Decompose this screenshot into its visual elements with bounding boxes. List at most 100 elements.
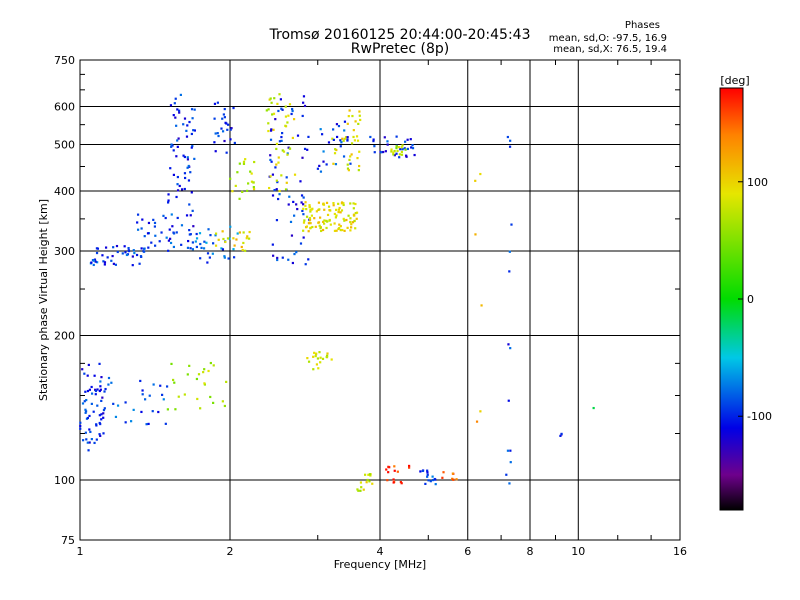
data-point xyxy=(124,401,127,404)
data-point xyxy=(100,418,103,421)
data-point xyxy=(102,260,105,263)
data-point xyxy=(238,231,241,234)
data-point xyxy=(242,160,246,163)
data-point xyxy=(174,97,177,100)
data-point xyxy=(114,415,118,419)
data-point xyxy=(281,108,284,111)
data-point xyxy=(159,384,162,387)
data-point xyxy=(81,368,84,371)
data-point xyxy=(271,243,274,246)
data-point xyxy=(172,173,175,176)
data-point xyxy=(154,234,157,237)
data-point xyxy=(188,120,191,124)
data-point xyxy=(350,153,353,156)
data-point xyxy=(285,176,288,179)
data-point xyxy=(172,149,175,152)
data-point xyxy=(271,194,275,197)
data-point xyxy=(162,214,165,217)
data-point xyxy=(110,381,113,384)
data-point xyxy=(103,390,106,393)
data-point xyxy=(86,441,89,444)
data-point xyxy=(145,423,148,426)
data-point xyxy=(349,217,352,220)
data-point xyxy=(207,228,210,231)
data-point xyxy=(351,114,354,118)
data-point xyxy=(404,148,407,151)
data-point xyxy=(349,155,352,158)
data-point xyxy=(322,203,326,206)
data-point xyxy=(404,154,408,157)
data-point xyxy=(287,203,290,206)
data-point xyxy=(96,261,99,264)
data-point xyxy=(226,128,229,131)
data-point xyxy=(354,227,357,230)
data-point xyxy=(380,151,383,154)
data-point xyxy=(150,241,153,244)
data-point xyxy=(84,410,88,413)
data-point xyxy=(278,189,281,193)
data-point xyxy=(339,228,342,232)
data-point xyxy=(291,136,294,140)
data-point xyxy=(90,402,93,405)
data-point xyxy=(509,347,512,350)
data-point xyxy=(247,182,250,185)
data-point xyxy=(165,236,168,239)
data-point xyxy=(286,121,289,124)
data-point xyxy=(114,263,118,266)
data-point xyxy=(284,188,288,191)
data-point xyxy=(455,478,458,481)
data-point xyxy=(362,488,365,491)
data-point xyxy=(232,256,236,259)
data-point xyxy=(83,372,86,375)
data-point xyxy=(127,249,131,253)
data-point xyxy=(183,155,186,159)
data-point xyxy=(303,147,307,151)
data-point xyxy=(92,263,95,267)
data-point xyxy=(90,392,94,395)
data-point xyxy=(88,441,91,444)
data-point xyxy=(302,221,306,224)
y-tick-label: 750 xyxy=(54,54,75,67)
data-point xyxy=(270,101,273,104)
data-point xyxy=(325,163,328,166)
phases-o-stats: mean, sd,O: -97.5, 16.9 xyxy=(548,33,667,44)
data-point xyxy=(272,254,275,257)
data-point xyxy=(424,482,427,486)
data-point xyxy=(102,416,105,419)
data-point xyxy=(124,251,127,254)
data-point xyxy=(87,449,90,452)
data-point xyxy=(286,152,289,155)
data-point xyxy=(235,238,238,241)
data-point xyxy=(136,228,140,231)
data-point xyxy=(403,147,406,150)
data-point xyxy=(352,135,355,139)
data-point xyxy=(434,483,437,486)
data-point xyxy=(182,154,185,157)
data-point xyxy=(188,229,191,232)
data-point xyxy=(139,255,143,258)
data-point xyxy=(353,219,356,223)
data-point xyxy=(246,235,249,238)
phases-title: Phases xyxy=(624,20,660,31)
data-point xyxy=(236,232,239,235)
data-point xyxy=(147,221,151,225)
data-point xyxy=(304,204,307,207)
data-point xyxy=(341,228,344,232)
data-point xyxy=(79,421,82,424)
data-point xyxy=(349,202,352,205)
chart-title: Tromsø 20160125 20:44:00-20:45:43 xyxy=(269,27,531,43)
data-point xyxy=(203,382,206,385)
data-point xyxy=(287,146,290,149)
data-point xyxy=(99,380,102,383)
data-point xyxy=(318,164,321,167)
data-point xyxy=(276,256,279,260)
data-point xyxy=(131,255,134,258)
data-point xyxy=(192,225,195,228)
data-point xyxy=(309,210,312,213)
data-point xyxy=(141,218,144,221)
data-point xyxy=(116,250,119,254)
data-point xyxy=(343,229,346,232)
data-point xyxy=(320,229,323,233)
data-point xyxy=(90,438,93,441)
data-point xyxy=(253,160,256,164)
